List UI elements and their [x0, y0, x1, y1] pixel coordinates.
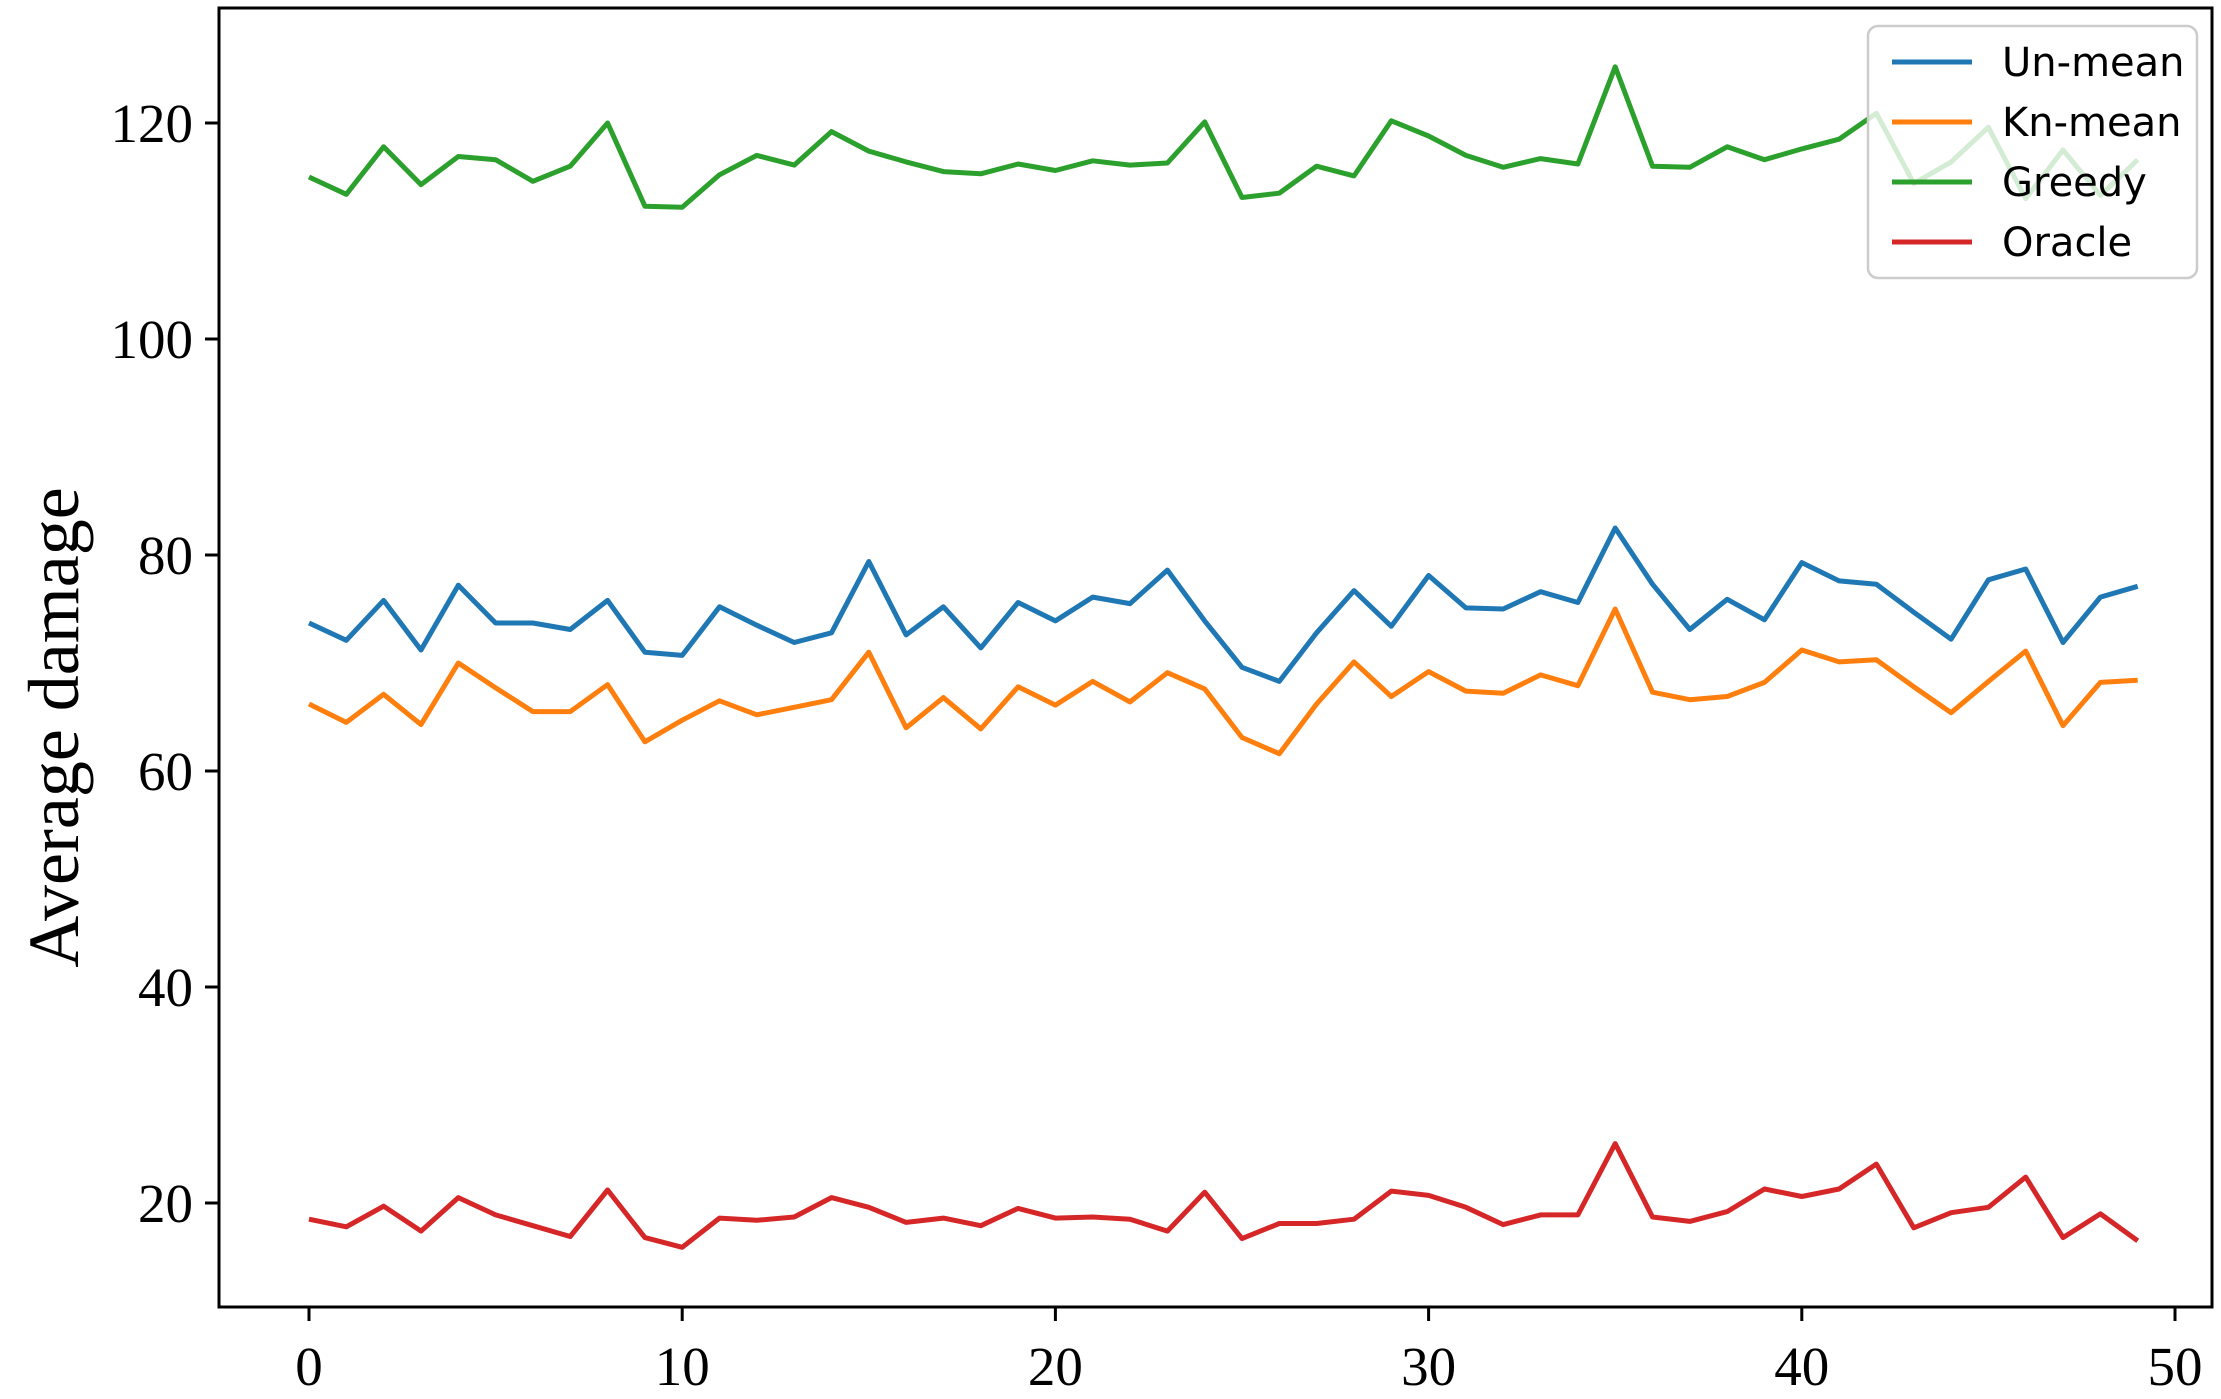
x-tick-label: 50 [2148, 1336, 2203, 1397]
legend-entry-greedy: Greedy [1892, 160, 2147, 206]
series-line-kn-mean [307, 606, 2138, 757]
legend-box [1866, 24, 2199, 280]
legend-entry-un-mean: Un-mean [1892, 40, 2185, 86]
x-tick-label: 20 [1028, 1336, 1083, 1397]
y-tick-label: 20 [138, 1173, 193, 1234]
legend-entry-label: Kn-mean [2002, 100, 2181, 146]
legend-entry-label: Greedy [2002, 160, 2147, 206]
x-tick-label: 10 [655, 1336, 710, 1397]
x-tick-label: 40 [1774, 1336, 1829, 1397]
y-tick-label: 80 [138, 525, 193, 586]
axes-spines [217, 6, 2214, 1309]
y-tick-label: 120 [111, 93, 194, 154]
axes: 20 40 60 80 100 120 0 10 20 30 40 50 Average damage [14, 6, 2214, 1397]
y-tick-label: 100 [111, 309, 194, 370]
y-tick-label: 40 [138, 957, 193, 1018]
legend-entry-label: Un-mean [2002, 40, 2185, 86]
series-line-greedy [307, 64, 2140, 210]
x-tick-label: 30 [1401, 1336, 1456, 1397]
legend-entry-oracle: Oracle [1892, 220, 2132, 266]
legend: Un-mean Kn-mean Greedy Oracle [1866, 24, 2199, 280]
legend-entry-label: Oracle [2002, 220, 2132, 266]
y-tick-label: 60 [138, 741, 193, 802]
x-tick-label: 0 [295, 1336, 323, 1397]
series-lines [307, 64, 2140, 1250]
series-line-oracle [308, 1141, 2140, 1250]
y-axis-label: Average damage [14, 487, 94, 967]
series-line-un-mean [307, 525, 2139, 684]
legend-entry-kn-mean: Kn-mean [1892, 100, 2181, 146]
